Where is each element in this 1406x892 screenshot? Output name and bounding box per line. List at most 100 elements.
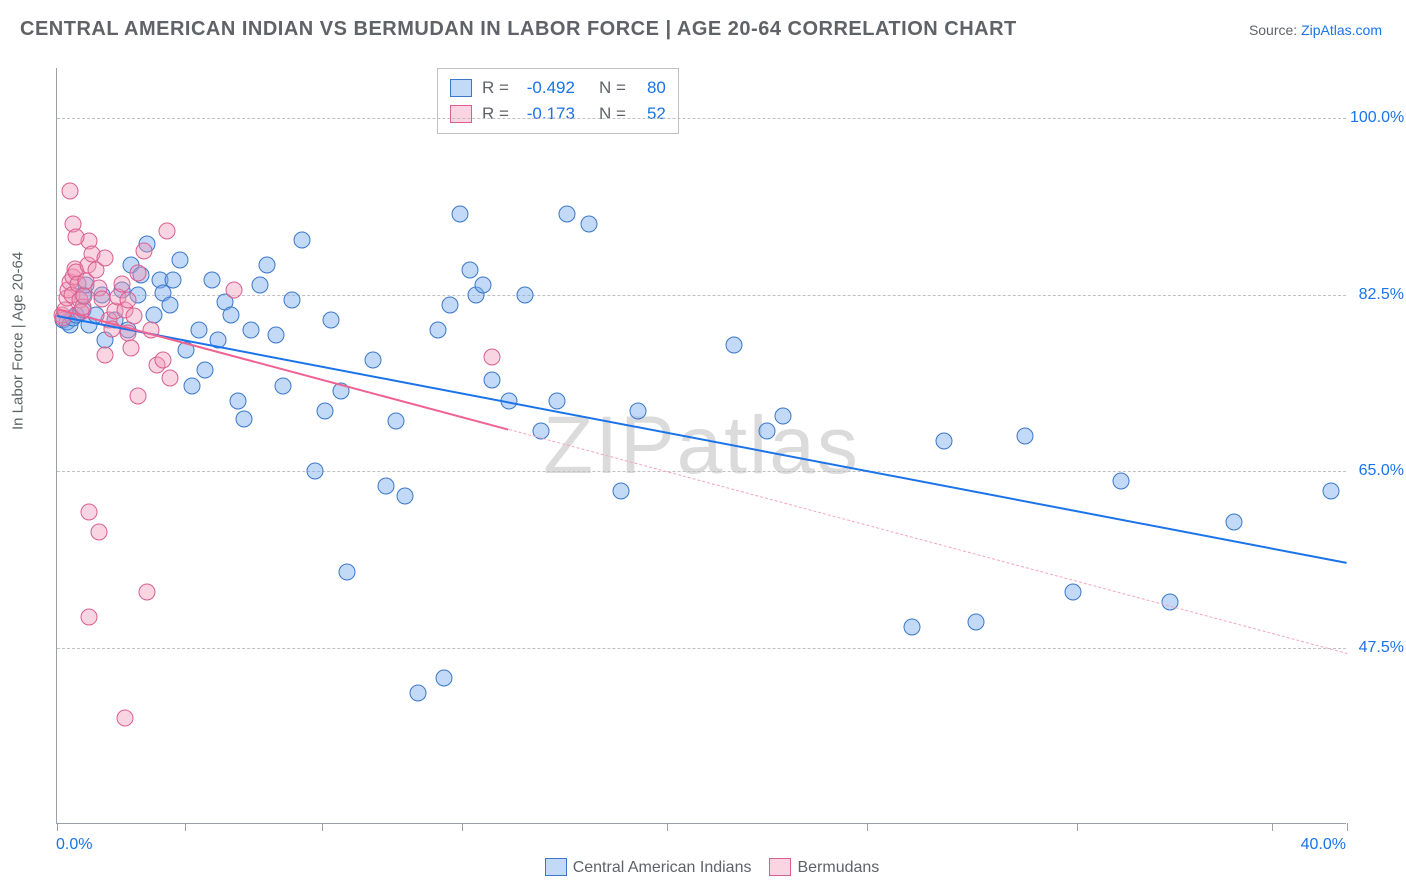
- data-point: [113, 275, 130, 292]
- data-point: [203, 271, 220, 288]
- data-point: [903, 619, 920, 636]
- data-point: [126, 307, 143, 324]
- data-point: [1322, 483, 1339, 500]
- data-point: [81, 609, 98, 626]
- source-prefix: Source:: [1249, 22, 1301, 38]
- x-tick: [185, 823, 186, 831]
- data-point: [461, 261, 478, 278]
- data-point: [410, 684, 427, 701]
- correlation-row: R = -0.492 N = 80: [450, 75, 666, 101]
- n-label: N =: [599, 78, 626, 98]
- data-point: [229, 392, 246, 409]
- watermark: ZIPatlas: [543, 399, 860, 493]
- data-point: [397, 488, 414, 505]
- gridline: [57, 118, 1346, 119]
- data-point: [116, 710, 133, 727]
- legend-label: Central American Indians: [573, 859, 752, 876]
- data-point: [123, 340, 140, 357]
- correlation-row: R = -0.173 N = 52: [450, 101, 666, 127]
- data-point: [452, 206, 469, 223]
- data-point: [1226, 513, 1243, 530]
- data-point: [294, 232, 311, 249]
- data-point: [558, 206, 575, 223]
- r-value: -0.492: [519, 78, 575, 98]
- data-point: [1113, 473, 1130, 490]
- trend-line: [57, 315, 1347, 564]
- data-point: [236, 410, 253, 427]
- y-tick-label: 65.0%: [1350, 462, 1404, 480]
- y-axis-title: In Labor Force | Age 20-64: [10, 252, 27, 430]
- data-point: [442, 296, 459, 313]
- data-point: [258, 256, 275, 273]
- data-point: [474, 276, 491, 293]
- data-point: [274, 377, 291, 394]
- n-value: 52: [636, 104, 666, 124]
- data-point: [323, 312, 340, 329]
- data-point: [161, 296, 178, 313]
- gridline: [57, 471, 1346, 472]
- data-point: [171, 251, 188, 268]
- data-point: [377, 478, 394, 495]
- data-point: [81, 503, 98, 520]
- gridline: [57, 648, 1346, 649]
- source-attribution: Source: ZipAtlas.com: [1249, 22, 1382, 38]
- y-tick-label: 47.5%: [1350, 639, 1404, 657]
- data-point: [252, 276, 269, 293]
- source-link[interactable]: ZipAtlas.com: [1301, 22, 1382, 38]
- bottom-legend: Central American IndiansBermudans: [0, 858, 1406, 877]
- data-point: [161, 370, 178, 387]
- data-point: [190, 322, 207, 339]
- x-tick: [322, 823, 323, 831]
- data-point: [774, 407, 791, 424]
- data-point: [387, 412, 404, 429]
- data-point: [242, 322, 259, 339]
- data-point: [629, 402, 646, 419]
- data-point: [307, 463, 324, 480]
- x-tick: [1077, 823, 1078, 831]
- data-point: [284, 291, 301, 308]
- legend-swatch: [450, 105, 472, 123]
- data-point: [68, 229, 85, 246]
- data-point: [136, 243, 153, 260]
- data-point: [119, 291, 136, 308]
- n-label: N =: [599, 104, 626, 124]
- data-point: [516, 286, 533, 303]
- data-point: [339, 564, 356, 581]
- data-point: [139, 584, 156, 601]
- x-tick: [867, 823, 868, 831]
- y-tick-label: 82.5%: [1350, 286, 1404, 304]
- legend-swatch: [450, 79, 472, 97]
- data-point: [268, 327, 285, 344]
- data-point: [758, 422, 775, 439]
- legend-swatch: [545, 858, 567, 876]
- x-tick: [462, 823, 463, 831]
- x-tick: [1272, 823, 1273, 831]
- plot-area: ZIPatlas R =-0.492N =80R =-0.173N =52 47…: [56, 68, 1346, 824]
- y-tick-label: 100.0%: [1350, 109, 1404, 127]
- data-point: [613, 483, 630, 500]
- data-point: [129, 264, 146, 281]
- data-point: [548, 392, 565, 409]
- data-point: [155, 352, 172, 369]
- data-point: [429, 322, 446, 339]
- data-point: [165, 271, 182, 288]
- r-label: R =: [482, 78, 509, 98]
- data-point: [97, 347, 114, 364]
- data-point: [484, 372, 501, 389]
- data-point: [158, 223, 175, 240]
- data-point: [184, 377, 201, 394]
- x-axis-max-label: 40.0%: [1301, 836, 1346, 854]
- data-point: [316, 402, 333, 419]
- r-value: -0.173: [519, 104, 575, 124]
- x-tick: [1347, 823, 1348, 831]
- data-point: [968, 614, 985, 631]
- data-point: [365, 352, 382, 369]
- r-label: R =: [482, 104, 509, 124]
- data-point: [223, 306, 240, 323]
- x-tick: [57, 823, 58, 831]
- data-point: [129, 387, 146, 404]
- data-point: [1064, 584, 1081, 601]
- x-axis-min-label: 0.0%: [56, 836, 92, 854]
- n-value: 80: [636, 78, 666, 98]
- gridline: [57, 295, 1346, 296]
